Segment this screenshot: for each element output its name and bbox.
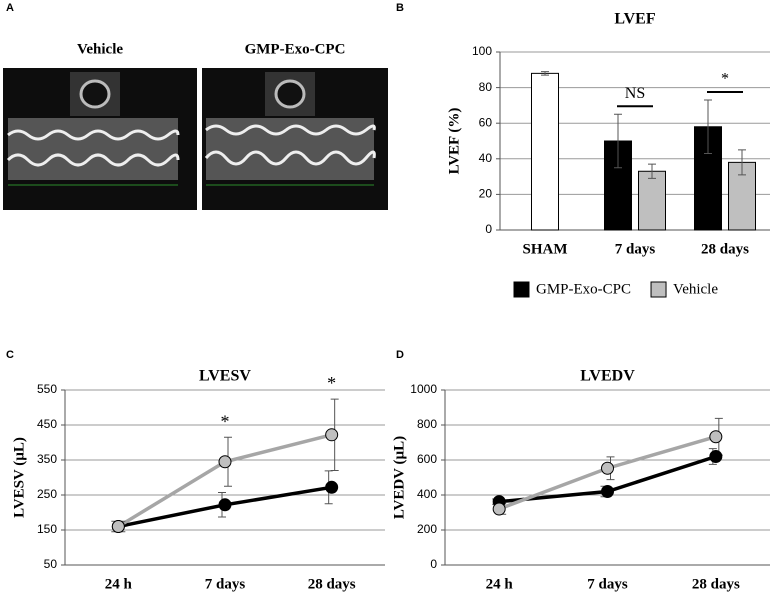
data-point <box>218 455 232 469</box>
panel-label: A <box>6 2 14 14</box>
image-title: Vehicle <box>77 41 123 57</box>
y-tick-label: 800 <box>417 417 437 431</box>
x-tick-label: 7 days <box>587 576 628 592</box>
y-tick-label: 1000 <box>410 382 437 396</box>
y-tick-label: 400 <box>417 487 437 501</box>
annotation: * <box>327 373 336 393</box>
y-tick-label: 250 <box>37 487 57 501</box>
echo-image <box>202 68 388 210</box>
image-title: GMP-Exo-CPC <box>245 41 346 57</box>
data-point <box>601 461 614 475</box>
error-bar <box>648 163 656 179</box>
x-tick-label: 28 days <box>692 576 740 592</box>
y-axis-label: LVEDV (µL) <box>391 436 407 519</box>
data-point <box>601 485 614 498</box>
y-tick-label: 200 <box>417 522 437 536</box>
annotation: * <box>721 71 729 88</box>
bar <box>638 170 666 231</box>
x-tick-label: 7 days <box>205 576 246 592</box>
y-tick-label: 0 <box>430 557 437 571</box>
x-tick-label: 7 days <box>615 241 656 257</box>
error-bar <box>738 149 746 176</box>
annotation: * <box>221 411 230 431</box>
error-bar <box>704 99 712 154</box>
y-tick-label: 550 <box>37 382 57 396</box>
echo-image <box>3 68 197 210</box>
y-tick-label: 600 <box>417 452 437 466</box>
x-tick-label: 28 days <box>701 241 749 257</box>
error-bar <box>541 71 549 76</box>
annotation: NS <box>625 85 645 102</box>
x-tick-label: 24 h <box>486 576 514 592</box>
y-tick-label: 450 <box>37 417 57 431</box>
data-point <box>111 520 125 533</box>
y-tick-label: 20 <box>479 187 493 201</box>
legend-label: Vehicle <box>673 281 718 297</box>
data-point <box>325 480 339 494</box>
legend-label: GMP-Exo-CPC <box>536 281 631 297</box>
x-tick-label: 28 days <box>308 576 356 592</box>
y-tick-label: 100 <box>472 44 492 58</box>
y-tick-label: 60 <box>479 115 493 129</box>
y-axis-label: LVEF (%) <box>446 108 462 175</box>
error-bar <box>614 113 622 169</box>
bar <box>531 72 559 231</box>
x-tick-label: 24 h <box>105 576 133 592</box>
y-tick-label: 0 <box>485 222 492 236</box>
legend-swatch <box>513 281 530 298</box>
y-tick-label: 350 <box>37 452 57 466</box>
series-line <box>117 433 333 528</box>
y-axis-label: LVESV (µL) <box>11 437 27 518</box>
y-tick-label: 150 <box>37 522 57 536</box>
data-point <box>709 450 723 463</box>
chart-title: LVESV <box>199 368 251 385</box>
data-point <box>218 498 232 512</box>
data-point <box>492 502 506 516</box>
panel-label: C <box>6 349 14 361</box>
y-tick-label: 50 <box>44 557 58 571</box>
data-point <box>325 428 339 442</box>
chart-title: LVEDV <box>580 368 635 385</box>
legend-swatch <box>650 281 667 298</box>
chart-title: LVEF <box>614 11 655 28</box>
y-tick-label: 40 <box>479 151 493 165</box>
panel-label: B <box>396 2 404 14</box>
data-point <box>709 430 723 444</box>
x-tick-label: SHAM <box>523 241 568 257</box>
y-tick-label: 80 <box>479 80 493 94</box>
panel-label: D <box>396 349 404 361</box>
